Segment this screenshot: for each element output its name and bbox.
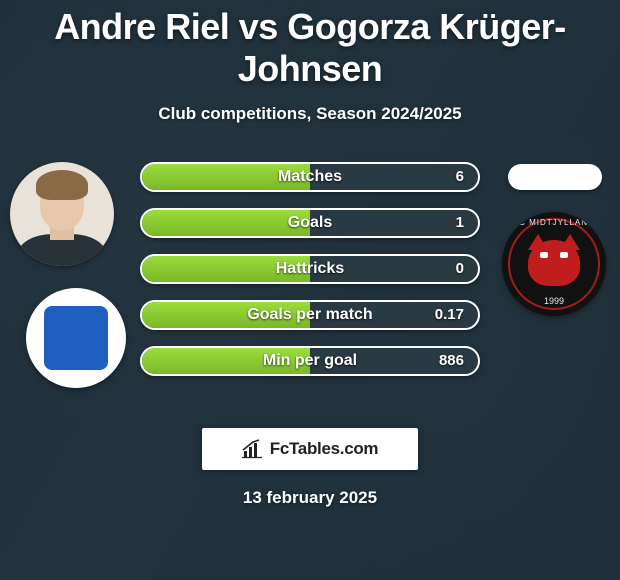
stat-bar: Goals1 xyxy=(140,208,480,238)
club-badge-right-year: 1999 xyxy=(502,296,606,306)
stat-bar: Hattricks0 xyxy=(140,254,480,284)
subtitle: Club competitions, Season 2024/2025 xyxy=(0,104,620,124)
club-badge-left: YNGBY B xyxy=(26,288,126,388)
page-title: Andre Riel vs Gogorza Krüger-Johnsen xyxy=(0,0,620,90)
brand-chart-icon xyxy=(242,439,264,459)
stat-bar-value: 1 xyxy=(456,210,464,236)
stat-bar-label: Hattricks xyxy=(142,256,478,282)
stat-bar-label: Goals per match xyxy=(142,302,478,328)
comparison-panel: YNGBY B FC MIDTJYLLAND 1999 Matches6 Goal… xyxy=(0,162,620,422)
stat-bar-label: Min per goal xyxy=(142,348,478,374)
club-badge-right-arc: FC MIDTJYLLAND xyxy=(502,218,606,227)
stat-bar-label: Goals xyxy=(142,210,478,236)
stat-bar: Min per goal886 xyxy=(140,346,480,376)
brand-box: FcTables.com xyxy=(202,428,418,470)
stat-bar-value: 6 xyxy=(456,164,464,190)
stat-bar-value: 886 xyxy=(439,348,464,374)
stat-bar: Matches6 xyxy=(140,162,480,192)
player-photo-right-placeholder xyxy=(508,164,602,190)
stat-bar-value: 0 xyxy=(456,256,464,282)
left-column: YNGBY B xyxy=(6,162,126,422)
stat-bar: Goals per match0.17 xyxy=(140,300,480,330)
right-column: FC MIDTJYLLAND 1999 xyxy=(494,162,614,422)
player-photo-left xyxy=(10,162,114,266)
club-badge-right: FC MIDTJYLLAND 1999 xyxy=(502,212,606,316)
date-text: 13 february 2025 xyxy=(0,488,620,508)
stat-bars: Matches6Goals1Hattricks0Goals per match0… xyxy=(140,162,480,392)
brand-text: FcTables.com xyxy=(270,439,379,459)
stat-bar-value: 0.17 xyxy=(435,302,464,328)
stat-bar-label: Matches xyxy=(142,164,478,190)
club-badge-left-text: YNGBY B xyxy=(26,357,126,368)
